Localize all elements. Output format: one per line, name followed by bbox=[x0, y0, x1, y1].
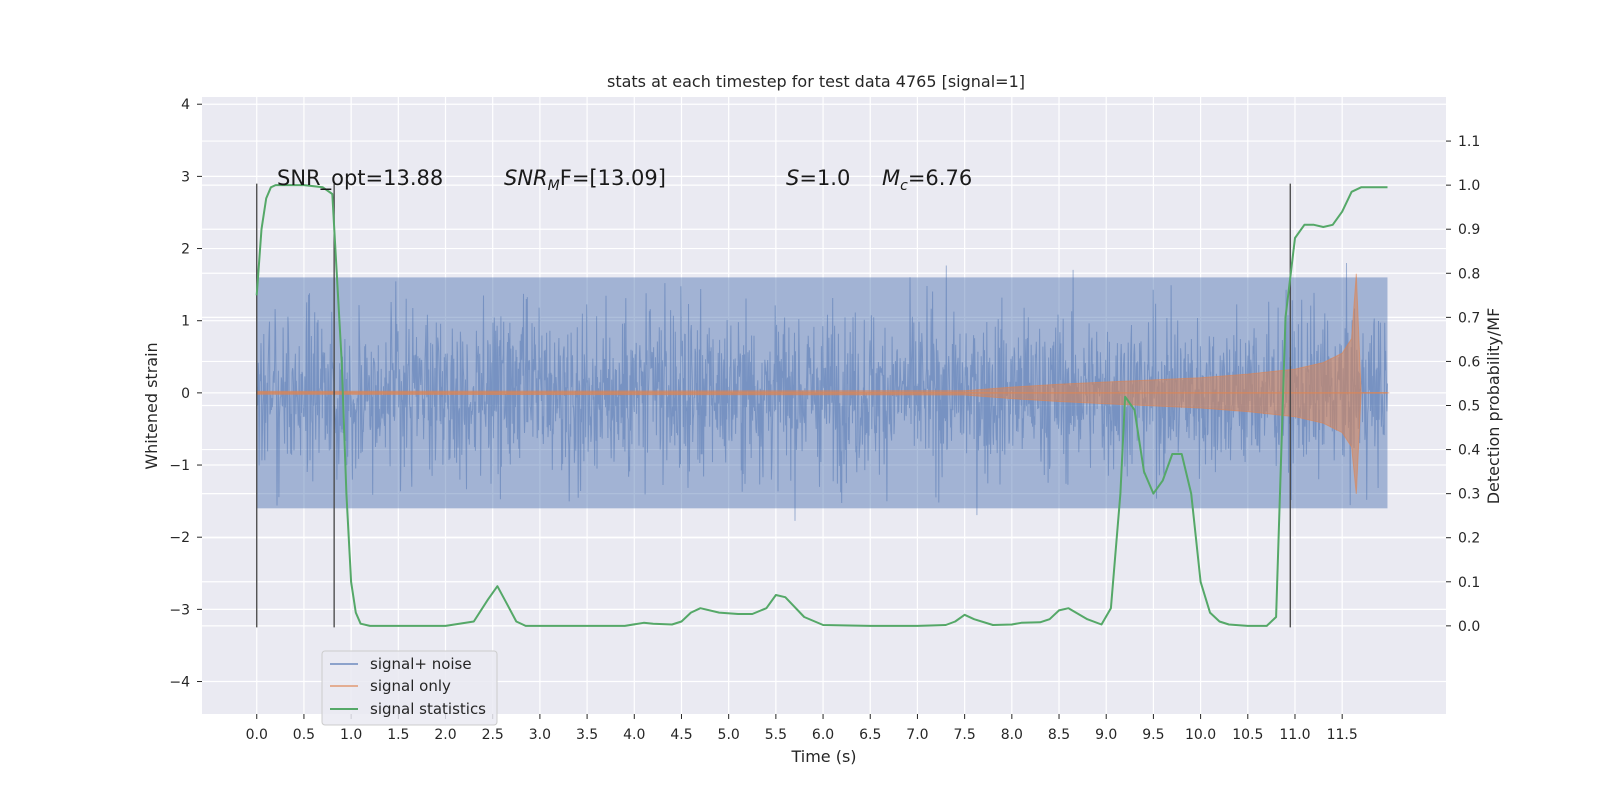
x-tick-label: 10.5 bbox=[1232, 727, 1263, 743]
right-y-tick-label: 0.0 bbox=[1458, 619, 1480, 635]
x-tick-label: 3.5 bbox=[576, 727, 598, 743]
right-y-tick-label: 0.5 bbox=[1458, 399, 1480, 415]
left-y-tick-label: −4 bbox=[169, 675, 190, 691]
chart-title: stats at each timestep for test data 476… bbox=[607, 72, 1025, 91]
left-y-tick-label: −3 bbox=[169, 602, 190, 618]
legend-label-signal-plus-noise: signal+ noise bbox=[370, 655, 472, 673]
x-tick-label: 7.5 bbox=[954, 727, 976, 743]
right-y-tick-label: 0.9 bbox=[1458, 222, 1480, 238]
snr-mf-symbol: SNR bbox=[504, 166, 548, 190]
legend-label-signal-statistics: signal statistics bbox=[370, 700, 486, 718]
left-y-tick-label: 2 bbox=[181, 242, 190, 258]
x-tick-label: 6.5 bbox=[859, 727, 881, 743]
legend-box bbox=[321, 650, 498, 726]
x-axis-ticks: 0.0 0.5 1.0 1.5 2.0 2.5 3.0 3.5 4.0 4.5 5.0 5.5 6.0 6… bbox=[246, 714, 1358, 743]
right-y-axis-label: Detection probability/MF bbox=[1484, 308, 1503, 505]
x-tick-label: 0.0 bbox=[246, 727, 268, 743]
x-tick-label: 1.5 bbox=[387, 727, 409, 743]
x-axis-label: Time (s) bbox=[790, 747, 856, 766]
annotation-s: S=1.0 bbox=[786, 166, 850, 190]
x-tick-label: 11.0 bbox=[1279, 727, 1310, 743]
right-y-axis-ticks: 1.1 1.0 0.9 0.8 0.7 0.6 0.5 0.4 0.3 0.2 0.1 0.0 bbox=[1446, 134, 1480, 635]
x-tick-label: 1.0 bbox=[340, 727, 362, 743]
x-tick-label: 8.5 bbox=[1048, 727, 1070, 743]
left-y-axis-label: Whitened strain bbox=[142, 342, 161, 469]
signal-statistics-line bbox=[255, 184, 1388, 627]
x-tick-label: 9.5 bbox=[1142, 727, 1164, 743]
mc-symbol: M bbox=[882, 166, 900, 190]
annotation-snr-mf: SNRMF=[13.09] bbox=[504, 166, 666, 194]
right-y-tick-label: 1.0 bbox=[1458, 178, 1480, 194]
right-y-tick-label: 0.4 bbox=[1458, 443, 1480, 459]
x-tick-label: 4.0 bbox=[623, 727, 645, 743]
left-y-tick-label: 4 bbox=[181, 97, 190, 113]
x-tick-label: 3.0 bbox=[529, 727, 551, 743]
right-y-tick-label: 0.6 bbox=[1458, 354, 1480, 370]
vertical-markers bbox=[256, 183, 1291, 628]
series-signal-only bbox=[256, 273, 1390, 494]
x-tick-label: 8.0 bbox=[1001, 727, 1023, 743]
legend: signal+ noise signal only signal statist… bbox=[321, 650, 498, 726]
x-tick-label: 5.5 bbox=[765, 727, 787, 743]
right-y-tick-label: 0.3 bbox=[1458, 487, 1480, 503]
snr-mf-subscript: M bbox=[548, 178, 560, 194]
snr-mf-value: F=[13.09] bbox=[560, 166, 666, 190]
right-y-tick-label: 0.7 bbox=[1458, 310, 1480, 326]
left-y-tick-label: 0 bbox=[181, 386, 190, 402]
x-tick-label: 9.0 bbox=[1095, 727, 1117, 743]
right-y-tick-label: 0.8 bbox=[1458, 266, 1480, 282]
x-tick-label: 0.5 bbox=[293, 727, 315, 743]
x-tick-label: 11.5 bbox=[1327, 727, 1358, 743]
x-tick-label: 2.5 bbox=[482, 727, 504, 743]
s-symbol: S bbox=[786, 166, 799, 190]
right-y-tick-label: 0.1 bbox=[1458, 575, 1480, 591]
left-y-tick-label: 3 bbox=[181, 169, 190, 185]
left-y-tick-label: −1 bbox=[169, 458, 190, 474]
series-signal-statistics bbox=[255, 184, 1388, 627]
x-tick-label: 7.0 bbox=[906, 727, 928, 743]
left-y-tick-label: 1 bbox=[181, 314, 190, 330]
right-y-tick-label: 1.1 bbox=[1458, 134, 1480, 150]
x-tick-label: 2.0 bbox=[434, 727, 456, 743]
x-tick-label: 4.5 bbox=[670, 727, 692, 743]
annotation-snr-opt: SNR_opt=13.88 bbox=[277, 166, 443, 191]
legend-label-signal-only: signal only bbox=[370, 677, 451, 695]
annotation-mc: Mc=6.76 bbox=[882, 166, 972, 194]
annotations: SNR_opt=13.88 SNRMF=[13.09] S=1.0 Mc=6.7… bbox=[277, 166, 972, 194]
mc-subscript: c bbox=[900, 178, 908, 194]
x-tick-label: 6.0 bbox=[812, 727, 834, 743]
s-value: =1.0 bbox=[799, 166, 850, 190]
left-y-axis-ticks: 4 3 2 1 0 −1 −2 −3 −4 bbox=[169, 97, 202, 691]
right-y-tick-label: 0.2 bbox=[1458, 531, 1480, 547]
mc-value: =6.76 bbox=[908, 166, 972, 190]
x-tick-label: 10.0 bbox=[1185, 727, 1216, 743]
left-y-tick-label: −2 bbox=[169, 530, 190, 546]
x-tick-label: 5.0 bbox=[718, 727, 740, 743]
